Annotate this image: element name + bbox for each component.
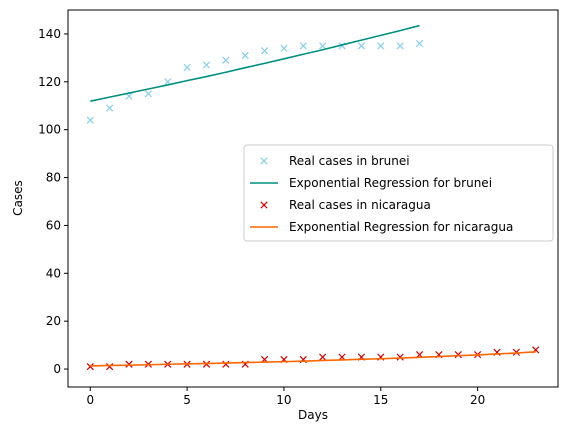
series-4 — [90, 351, 536, 367]
data-point — [222, 56, 230, 64]
legend: Real cases in brunei Exponential Regressi… — [243, 144, 554, 242]
data-point — [299, 42, 307, 50]
x-tick-label: 10 — [276, 393, 291, 407]
data-point — [415, 39, 424, 48]
regression-line-4 — [90, 351, 536, 367]
data-point — [260, 47, 269, 55]
axes-frame — [67, 9, 559, 388]
data-point — [86, 363, 94, 371]
data-point — [86, 116, 94, 124]
data-point — [106, 363, 114, 371]
data-point — [357, 42, 366, 50]
series-3 — [86, 346, 540, 371]
y-axis-label: Cases — [11, 180, 25, 216]
data-point — [202, 61, 211, 69]
x-tick-label: 0 — [86, 393, 94, 407]
legend-marker-3 — [260, 201, 268, 209]
y-tick-label: 0 — [53, 362, 61, 376]
data-point — [183, 63, 191, 72]
x-tick-label: 15 — [373, 393, 388, 407]
y-tick-label: 20 — [46, 314, 61, 328]
y-tick-label: 100 — [38, 123, 61, 137]
y-tick-label: 120 — [38, 75, 61, 89]
data-point — [144, 90, 153, 98]
data-point — [241, 51, 249, 60]
legend-box — [243, 144, 554, 242]
data-point — [222, 360, 230, 368]
plot-area — [86, 24, 540, 371]
x-axis: 0 5 10 15 20 — [86, 387, 485, 407]
y-tick-label: 60 — [46, 218, 61, 232]
legend-label-2: Exponential Regression for brunei — [289, 176, 492, 190]
data-point — [125, 360, 133, 368]
data-point — [280, 44, 288, 52]
y-tick-label: 40 — [46, 266, 61, 280]
legend-marker-1 — [260, 157, 268, 165]
legend-label-4: Exponential Regression for nicaragua — [289, 220, 513, 234]
data-point — [319, 42, 327, 50]
legend-label-3: Real cases in nicaragua — [289, 198, 431, 212]
data-point — [106, 104, 114, 112]
y-tick-label: 140 — [38, 27, 61, 41]
legend-label-1: Real cases in brunei — [289, 154, 410, 168]
data-point — [396, 42, 404, 50]
x-axis-label: Days — [298, 408, 328, 422]
data-point — [319, 353, 327, 361]
series-1 — [86, 39, 424, 124]
data-point — [454, 351, 462, 359]
y-tick-label: 80 — [46, 171, 61, 185]
y-axis: 0 20 40 60 80 100 120 140 — [38, 27, 68, 376]
data-point — [377, 42, 385, 50]
x-tick-label: 5 — [183, 393, 191, 407]
data-point — [396, 353, 404, 361]
x-tick-label: 20 — [470, 393, 485, 407]
series-2 — [90, 24, 420, 102]
regression-line-2 — [90, 24, 420, 102]
